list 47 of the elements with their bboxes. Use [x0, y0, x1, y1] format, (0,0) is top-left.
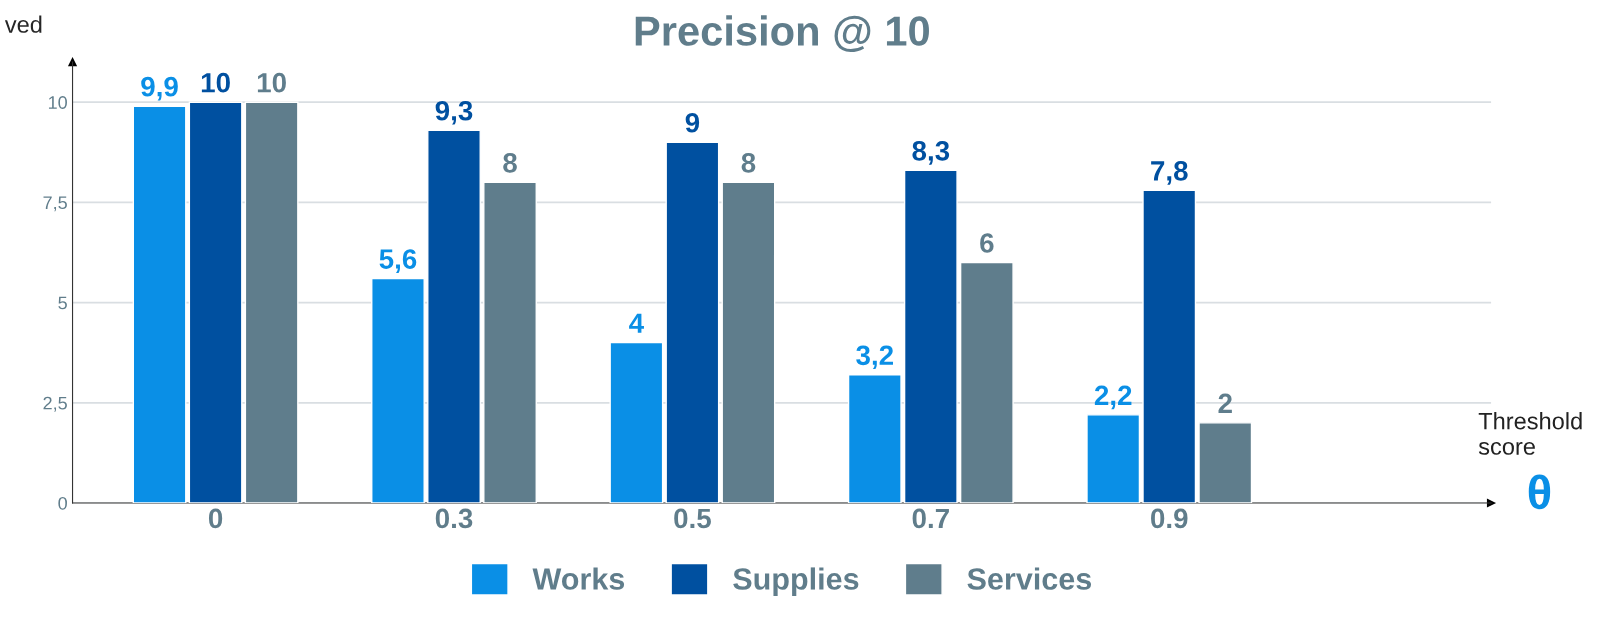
- data-label: 9,9: [141, 76, 178, 101]
- data-label: 9: [685, 112, 700, 133]
- bar: [427, 129, 481, 504]
- y-tick-label: 10: [48, 96, 67, 109]
- y-axis-title: ved: [4, 15, 42, 33]
- bar: [188, 101, 243, 504]
- x-tick-label: 0.5: [674, 508, 711, 529]
- bar: [244, 101, 299, 504]
- legend-label: Supplies: [733, 567, 859, 596]
- data-label: 2: [1218, 393, 1232, 413]
- data-label: 4: [629, 313, 644, 333]
- bar: [847, 374, 902, 504]
- data-label: 8: [503, 153, 517, 173]
- bar: [132, 105, 187, 504]
- y-tick-label: 2,5: [43, 396, 67, 412]
- y-tick-label: 5: [58, 296, 67, 310]
- data-label: 10: [257, 72, 286, 93]
- bar: [1198, 422, 1253, 504]
- x-tick-label: 0.7: [912, 508, 949, 529]
- data-label: 6: [980, 233, 994, 253]
- data-label: 7,8: [1151, 161, 1188, 185]
- data-label: 8: [741, 153, 756, 173]
- text: Threshold score: [1478, 412, 1582, 455]
- legend-label: Works: [532, 567, 625, 590]
- bar: [903, 169, 958, 504]
- bar: [665, 141, 720, 504]
- y-tick-label: 7,5: [43, 196, 67, 212]
- bar: [483, 181, 537, 504]
- bar: [959, 261, 1014, 504]
- chart-title: Precision @ 10: [635, 15, 929, 53]
- bar: [721, 181, 776, 504]
- bar: [1086, 414, 1141, 504]
- data-label: 9,3: [435, 100, 473, 125]
- data-label: 8,3: [912, 141, 950, 165]
- text: θ: [1528, 474, 1551, 510]
- bar: [1142, 189, 1197, 504]
- data-label: 5,6: [379, 249, 417, 273]
- x-tick-label: 0.3: [435, 508, 473, 529]
- legend-label: Services: [967, 567, 1092, 590]
- bar: [609, 341, 664, 504]
- x-tick-label: 0.9: [1151, 508, 1188, 529]
- bar: [371, 277, 425, 504]
- data-label: 2,2: [1094, 385, 1132, 410]
- data-label: 10: [201, 72, 230, 93]
- data-label: 3,2: [856, 345, 893, 370]
- x-tick-label: 0: [208, 508, 223, 529]
- y-tick-label: 0: [58, 496, 67, 510]
